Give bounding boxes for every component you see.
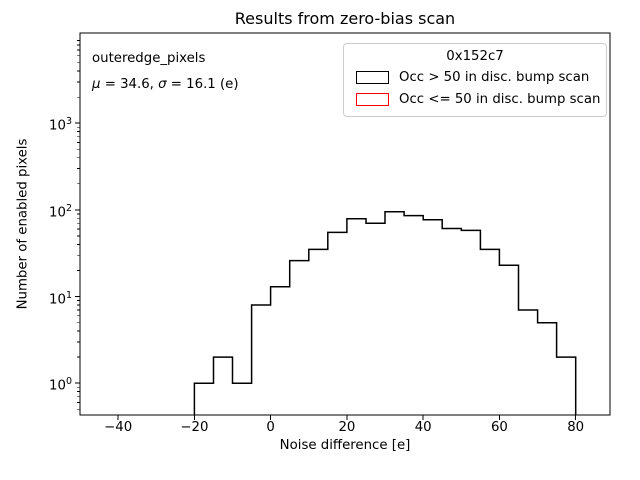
y-tick-label: 103 [49, 116, 72, 134]
legend-entry-label: Occ <= 50 in disc. bump scan [399, 91, 601, 107]
histogram-step-outline [193, 211, 577, 415]
legend-swatch-red [356, 92, 389, 106]
legend-swatch-black [356, 70, 389, 84]
x-axis-label: Noise difference [e] [279, 438, 411, 453]
plot-title: Results from zero-bias scan [234, 9, 456, 28]
x-tick-label: −40 [104, 420, 133, 435]
x-tick-label: 80 [567, 420, 585, 435]
legend-entry: Occ <= 50 in disc. bump scan [356, 88, 601, 110]
legend-entry-label: Occ > 50 in disc. bump scan [399, 69, 590, 85]
y-tick-label: 101 [49, 289, 72, 307]
y-axis-label: Number of enabled pixels [15, 138, 31, 310]
stats-annotation: outeredge_pixels μ = 34.6, σ = 16.1 (e) [92, 46, 239, 98]
x-tick-label: 20 [338, 420, 356, 435]
legend-entry: Occ > 50 in disc. bump scan [356, 66, 598, 88]
axes-spines [79, 32, 611, 416]
x-tick-label: 40 [414, 420, 432, 435]
legend-title: 0x152c7 [446, 49, 504, 64]
y-tick-label: 102 [49, 202, 72, 221]
legend: 0x152c7 Occ > 50 in disc. bump scan Occ <… [343, 43, 607, 117]
annotation-mu-sigma: μ = 34.6, σ = 16.1 (e) [92, 77, 239, 92]
x-tick-label: 60 [490, 420, 508, 435]
y-tick-label: 100 [49, 376, 72, 394]
annotation-dataset-name: outeredge_pixels [92, 51, 206, 66]
x-tick-label: 0 [266, 420, 275, 435]
x-tick-label: −20 [180, 420, 209, 435]
